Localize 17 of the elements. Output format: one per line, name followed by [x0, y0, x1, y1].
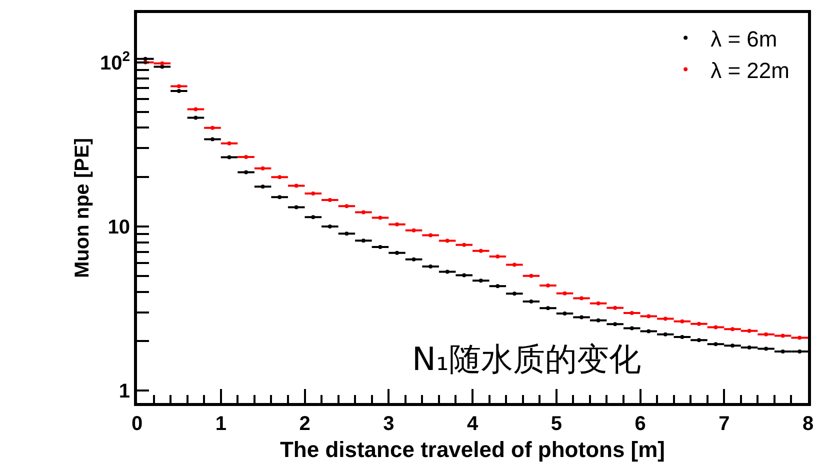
y-tick-label: 10$^{2}$	[100, 48, 130, 74]
annotation: N₁随水质的变化	[412, 340, 641, 378]
legend-label: λ = 6m	[710, 26, 778, 52]
x-tick-label: 7	[718, 413, 730, 435]
x-tick-label: 3	[383, 413, 394, 435]
y-axis-title: Muon npe [PE]	[71, 138, 94, 278]
x-tick-label: 4	[466, 413, 479, 435]
x-tick-label: 8	[802, 413, 814, 435]
x-tick-label: 1	[215, 413, 226, 435]
x-tick-label: 6	[634, 413, 646, 435]
x-tick-label: 5	[550, 413, 562, 435]
x-axis-title: The distance traveled of photons [m]	[280, 436, 666, 462]
x-tick-label: 2	[299, 413, 310, 435]
x-tick-label: 0	[131, 413, 143, 435]
legend-label: λ = 22m	[710, 58, 790, 83]
y-tick-label: 1	[118, 380, 130, 403]
y-tick-label: 10	[108, 216, 130, 238]
